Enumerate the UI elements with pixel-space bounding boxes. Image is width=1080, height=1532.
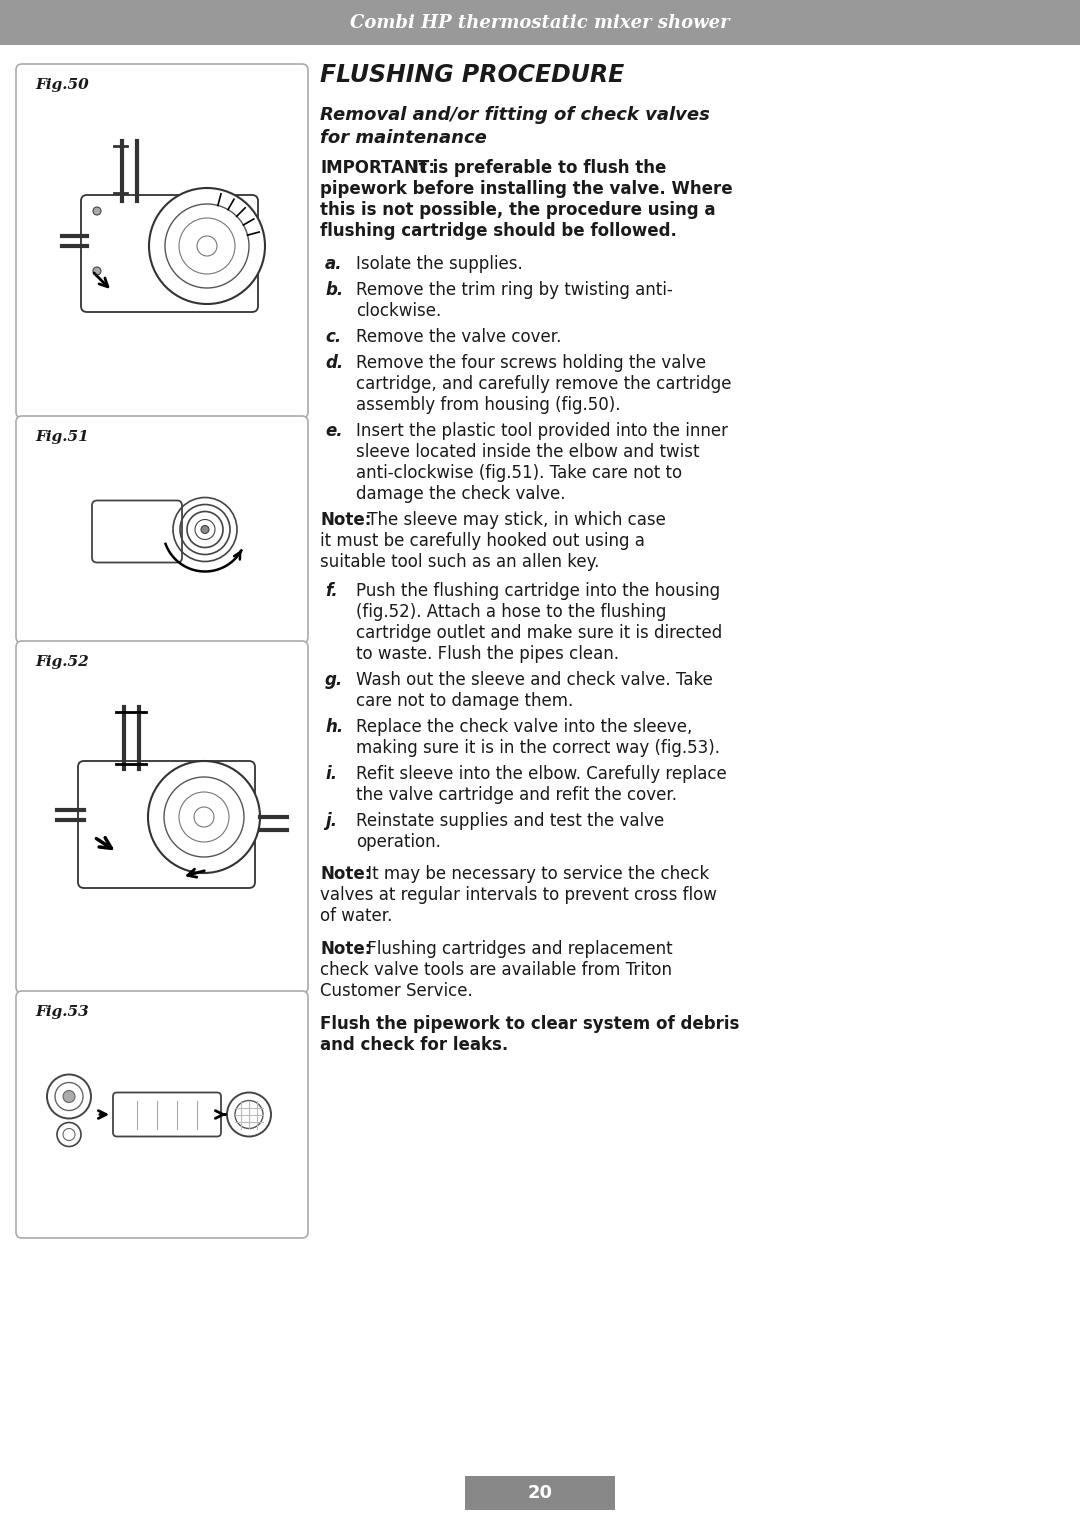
- Text: Note:: Note:: [320, 866, 372, 882]
- Text: Fig.52: Fig.52: [35, 656, 89, 669]
- Circle shape: [57, 1123, 81, 1146]
- Text: for maintenance: for maintenance: [320, 129, 487, 147]
- Text: damage the check valve.: damage the check valve.: [356, 486, 566, 502]
- FancyBboxPatch shape: [16, 417, 308, 643]
- Text: Refit sleeve into the elbow. Carefully replace: Refit sleeve into the elbow. Carefully r…: [356, 764, 727, 783]
- Text: Push the flushing cartridge into the housing: Push the flushing cartridge into the hou…: [356, 582, 720, 601]
- Text: check valve tools are available from Triton: check valve tools are available from Tri…: [320, 961, 672, 979]
- Circle shape: [93, 207, 102, 214]
- Text: j.: j.: [325, 812, 337, 830]
- Text: valves at regular intervals to prevent cross flow: valves at regular intervals to prevent c…: [320, 885, 717, 904]
- Text: Fig.51: Fig.51: [35, 430, 89, 444]
- Text: Insert the plastic tool provided into the inner: Insert the plastic tool provided into th…: [356, 421, 728, 440]
- Text: operation.: operation.: [356, 833, 441, 850]
- Text: The sleeve may stick, in which case: The sleeve may stick, in which case: [362, 512, 666, 529]
- Text: the valve cartridge and refit the cover.: the valve cartridge and refit the cover.: [356, 786, 677, 804]
- Text: d.: d.: [325, 354, 343, 372]
- Text: h.: h.: [325, 719, 343, 735]
- Text: c.: c.: [325, 328, 341, 346]
- FancyBboxPatch shape: [16, 991, 308, 1238]
- Circle shape: [148, 761, 260, 873]
- Text: Fig.53: Fig.53: [35, 1005, 89, 1019]
- Text: b.: b.: [325, 280, 343, 299]
- Text: Isolate the supplies.: Isolate the supplies.: [356, 254, 523, 273]
- Circle shape: [48, 1074, 91, 1118]
- Text: Removal and/or fitting of check valves: Removal and/or fitting of check valves: [320, 106, 710, 124]
- Text: FLUSHING PROCEDURE: FLUSHING PROCEDURE: [320, 63, 624, 87]
- Text: making sure it is in the correct way (fig.53).: making sure it is in the correct way (fi…: [356, 738, 720, 757]
- Text: pipework before installing the valve. Where: pipework before installing the valve. Wh…: [320, 179, 732, 198]
- Text: It is preferable to flush the: It is preferable to flush the: [407, 159, 666, 178]
- Text: IMPORTANT:: IMPORTANT:: [320, 159, 435, 178]
- Text: of water.: of water.: [320, 907, 392, 925]
- FancyBboxPatch shape: [78, 761, 255, 889]
- Text: Reinstate supplies and test the valve: Reinstate supplies and test the valve: [356, 812, 664, 830]
- Text: g.: g.: [325, 671, 343, 689]
- Text: Customer Service.: Customer Service.: [320, 982, 473, 1000]
- Text: Replace the check valve into the sleeve,: Replace the check valve into the sleeve,: [356, 719, 692, 735]
- Text: Note:: Note:: [320, 941, 372, 958]
- Text: Remove the valve cover.: Remove the valve cover.: [356, 328, 562, 346]
- Text: clockwise.: clockwise.: [356, 302, 442, 320]
- Text: 20: 20: [527, 1485, 553, 1501]
- Text: and check for leaks.: and check for leaks.: [320, 1036, 509, 1054]
- FancyBboxPatch shape: [81, 195, 258, 313]
- Circle shape: [201, 525, 210, 533]
- Text: a.: a.: [325, 254, 342, 273]
- Text: (fig.52). Attach a hose to the flushing: (fig.52). Attach a hose to the flushing: [356, 604, 666, 620]
- Text: anti-clockwise (fig.51). Take care not to: anti-clockwise (fig.51). Take care not t…: [356, 464, 683, 483]
- FancyBboxPatch shape: [92, 501, 183, 562]
- Text: this is not possible, the procedure using a: this is not possible, the procedure usin…: [320, 201, 715, 219]
- Text: care not to damage them.: care not to damage them.: [356, 692, 573, 709]
- Text: It may be necessary to service the check: It may be necessary to service the check: [362, 866, 710, 882]
- Circle shape: [227, 1092, 271, 1137]
- Bar: [465, 1475, 615, 1511]
- FancyBboxPatch shape: [113, 1092, 221, 1137]
- Text: i.: i.: [325, 764, 337, 783]
- Text: sleeve located inside the elbow and twist: sleeve located inside the elbow and twis…: [356, 443, 700, 461]
- Circle shape: [149, 188, 265, 303]
- Text: to waste. Flush the pipes clean.: to waste. Flush the pipes clean.: [356, 645, 619, 663]
- Text: e.: e.: [325, 421, 342, 440]
- Circle shape: [93, 267, 102, 276]
- FancyBboxPatch shape: [16, 64, 308, 418]
- Text: Flushing cartridges and replacement: Flushing cartridges and replacement: [362, 941, 673, 958]
- Text: cartridge outlet and make sure it is directed: cartridge outlet and make sure it is dir…: [356, 624, 723, 642]
- Text: Remove the trim ring by twisting anti-: Remove the trim ring by twisting anti-: [356, 280, 673, 299]
- Text: flushing cartridge should be followed.: flushing cartridge should be followed.: [320, 222, 677, 241]
- Text: cartridge, and carefully remove the cartridge: cartridge, and carefully remove the cart…: [356, 375, 731, 394]
- Bar: [0, 0, 1080, 44]
- Text: suitable tool such as an allen key.: suitable tool such as an allen key.: [320, 553, 599, 571]
- Text: f.: f.: [325, 582, 338, 601]
- Text: Remove the four screws holding the valve: Remove the four screws holding the valve: [356, 354, 706, 372]
- Text: Fig.50: Fig.50: [35, 78, 89, 92]
- Circle shape: [63, 1091, 75, 1103]
- Text: Note:: Note:: [320, 512, 372, 529]
- FancyBboxPatch shape: [16, 640, 308, 993]
- Text: Wash out the sleeve and check valve. Take: Wash out the sleeve and check valve. Tak…: [356, 671, 713, 689]
- Text: it must be carefully hooked out using a: it must be carefully hooked out using a: [320, 532, 645, 550]
- Text: assembly from housing (fig.50).: assembly from housing (fig.50).: [356, 395, 621, 414]
- Text: Flush the pipework to clear system of debris: Flush the pipework to clear system of de…: [320, 1016, 740, 1033]
- Text: Combi HP thermostatic mixer shower: Combi HP thermostatic mixer shower: [350, 14, 730, 32]
